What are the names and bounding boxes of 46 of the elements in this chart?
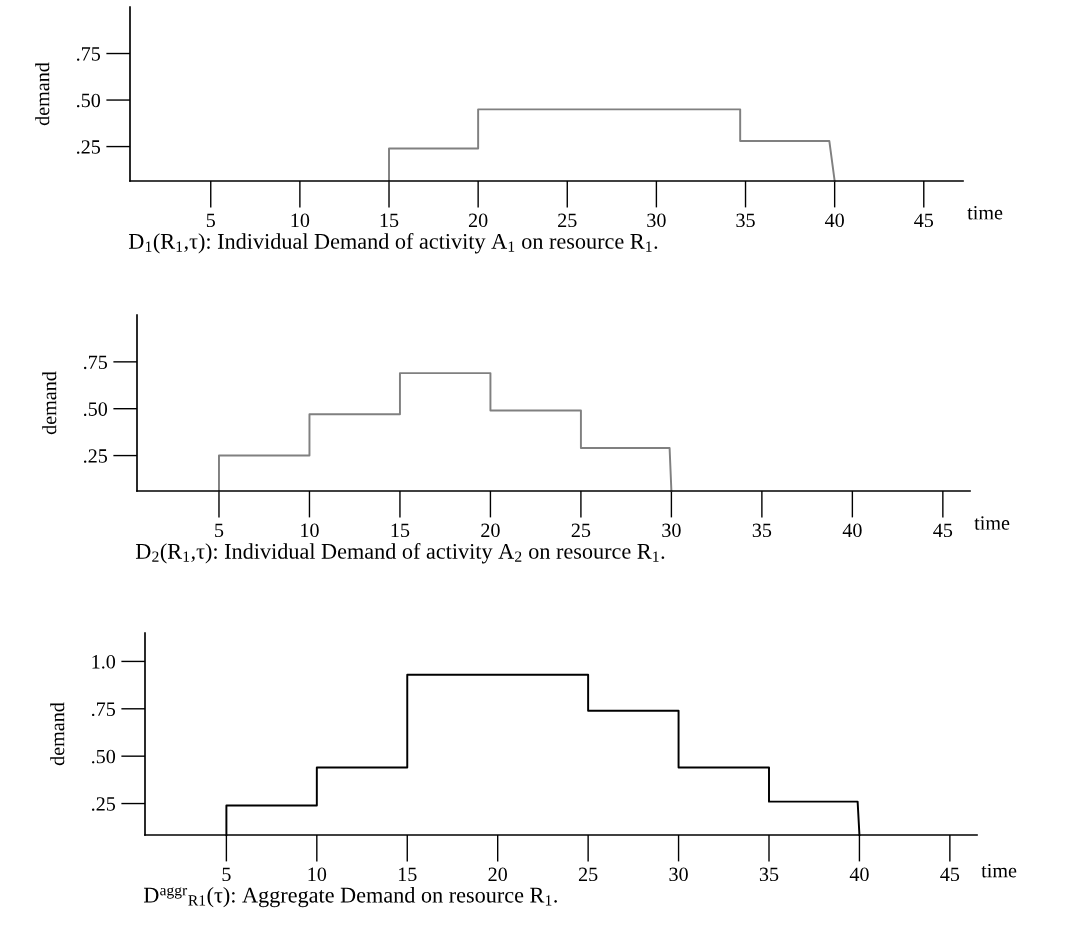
y-tick-label: .25: [91, 797, 116, 811]
x-tick-label: 25: [578, 867, 598, 882]
x-tick-label: 5: [206, 213, 215, 228]
text: D$_{2}$(R$_{1}$,τ): Individual Demand of activity A$_{2}$ on resource R$_{1}$.: [135, 543, 665, 564]
x-tick-label: 30: [669, 867, 688, 882]
x-tick-label: 30: [647, 213, 666, 228]
x-tick-label: 5: [222, 867, 231, 882]
x-tick-label: 10: [308, 867, 327, 882]
y-tick-label: .75: [76, 47, 101, 61]
y-axis-title: demand: [42, 371, 57, 435]
y-tick-label: .50: [83, 402, 108, 416]
y-tick-label: 1.0: [92, 655, 116, 669]
x-tick-label: 45: [940, 867, 960, 882]
x-tick-label: 45: [933, 523, 953, 538]
y-tick-label: .75: [91, 702, 116, 717]
x-tick-label: 40: [842, 523, 862, 538]
x-tick-label: 25: [558, 213, 577, 228]
x-tick-label: 35: [736, 213, 755, 228]
y-tick-label: .50: [76, 93, 101, 108]
x-axis-title: time: [981, 863, 1017, 878]
x-axis-title: time: [967, 206, 1003, 220]
y-tick-label: .25: [76, 140, 101, 154]
text: D$^{aggr}$$_{R1}$(τ): Aggregate Demand on resource R$_{1}$.: [143, 887, 557, 908]
x-tick-label: 10: [301, 523, 319, 538]
y-tick-label: .50: [91, 749, 116, 764]
y-tick-label: .75: [83, 355, 108, 370]
x-tick-label: 15: [391, 523, 410, 538]
text: D$_{1}$(R$_{1}$,τ): Individual Demand of activity A$_{1}$ on resource R$_{1}$.: [128, 233, 658, 254]
y-axis-title: demand: [35, 62, 50, 126]
x-tick-label: 5: [215, 523, 224, 538]
x-tick-label: 45: [914, 213, 934, 228]
x-tick-label: 20: [481, 523, 500, 538]
x-tick-label: 20: [488, 867, 507, 882]
x-tick-label: 20: [468, 213, 488, 228]
x-axis-title: time: [974, 516, 1010, 530]
x-tick-label: 35: [752, 523, 772, 538]
x-tick-label: 15: [380, 213, 399, 228]
x-tick-label: 15: [398, 867, 417, 882]
x-tick-label: 40: [824, 213, 844, 228]
y-tick-label: .25: [83, 449, 108, 463]
x-tick-label: 10: [291, 213, 310, 228]
y-axis-title: demand: [50, 702, 65, 766]
x-tick-label: 30: [662, 523, 681, 538]
x-tick-label: 35: [759, 867, 779, 882]
x-tick-label: 40: [849, 867, 869, 882]
x-tick-label: 25: [571, 523, 591, 538]
